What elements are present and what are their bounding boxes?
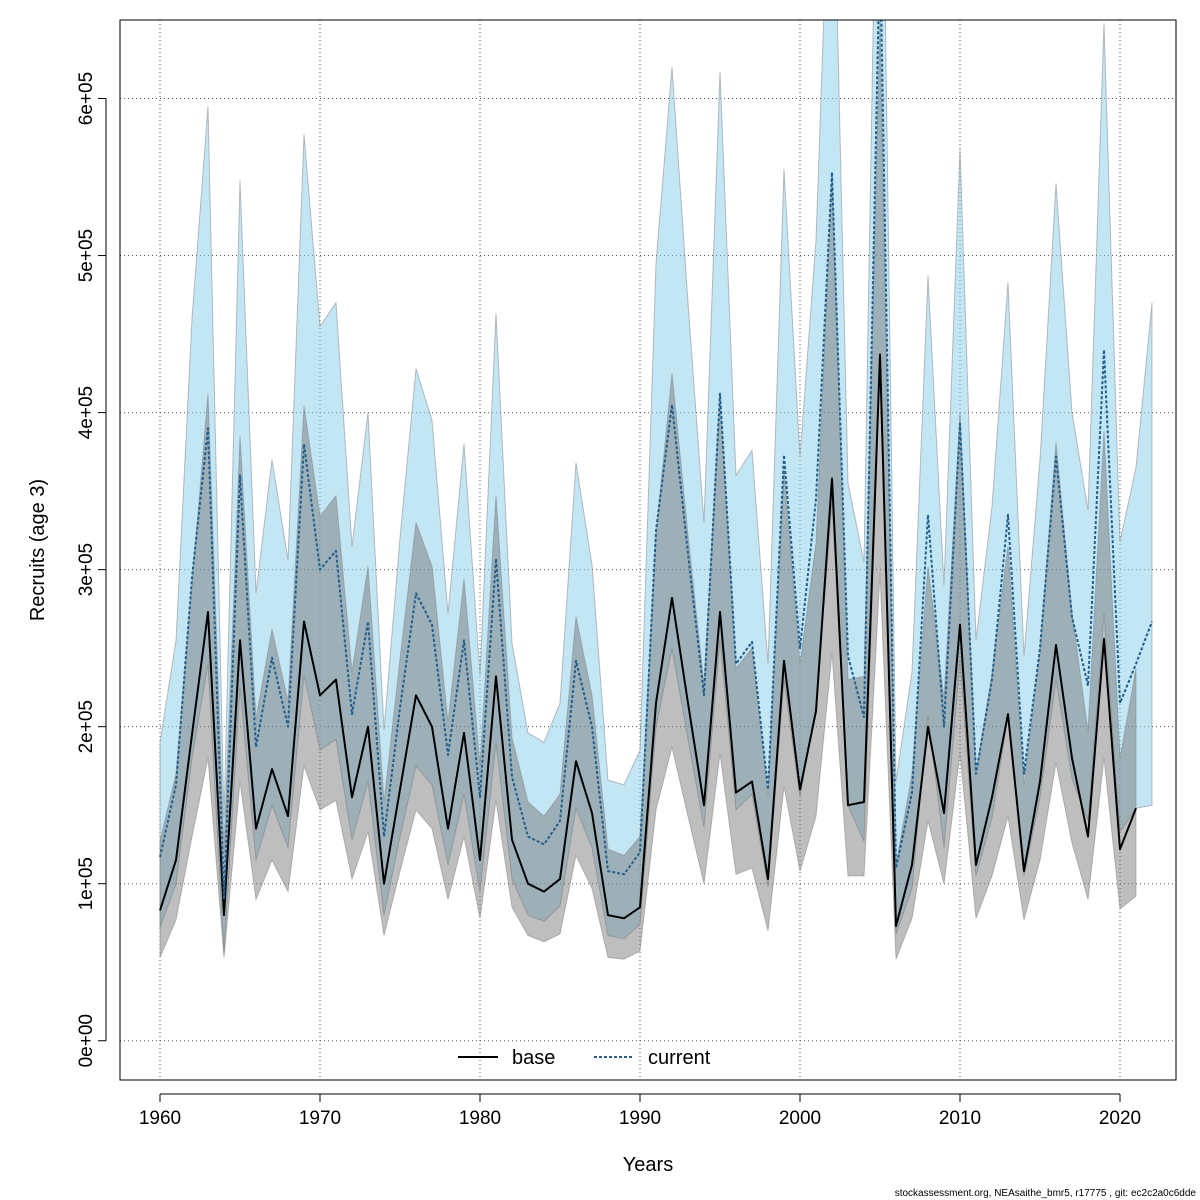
- x-axis: 1960 1970 1980 1990 2000 2010 2020: [139, 1093, 1141, 1129]
- x-tick-label-3: 1990: [619, 1108, 661, 1129]
- y-tick-label-6: 6e+05: [76, 72, 97, 125]
- y-tick-label-5: 5e+05: [76, 229, 97, 282]
- x-tick-label-2: 1980: [459, 1108, 501, 1129]
- series-lines: [159, 20, 1153, 928]
- legend-label-current: current: [648, 1047, 711, 1069]
- plot-frame: [119, 19, 1177, 1081]
- footer-note: stockassessment.org, NEAsaithe_bmr5, r17…: [895, 1188, 1197, 1199]
- band-current: [159, 20, 1153, 953]
- y-tick-label-1: 1e+05: [76, 857, 97, 910]
- y-tick-label-4: 4e+05: [76, 386, 97, 439]
- y-axis-title: Recruits (age 3): [27, 479, 49, 621]
- x-tick-label-5: 2010: [939, 1108, 981, 1129]
- band-base: [159, 20, 1137, 960]
- legend: base current: [458, 1047, 711, 1069]
- x-tick-label-4: 2000: [779, 1108, 821, 1129]
- x-tick-label-6: 2020: [1099, 1108, 1141, 1129]
- y-tick-label-3: 3e+05: [76, 543, 97, 596]
- y-axis: 0e+00 1e+05 2e+05 3e+05 4e+05 5e+05 6e+05: [76, 72, 107, 1067]
- legend-label-base: base: [512, 1047, 555, 1069]
- confidence-bands: [159, 20, 1153, 960]
- x-axis-title: Years: [623, 1154, 673, 1176]
- x-tick-label-0: 1960: [139, 1108, 181, 1129]
- y-tick-label-2: 2e+05: [76, 700, 97, 753]
- x-tick-label-1: 1970: [299, 1108, 341, 1129]
- line-current: [159, 20, 1153, 901]
- line-base: [159, 353, 1137, 928]
- y-tick-label-0: 0e+00: [76, 1014, 97, 1067]
